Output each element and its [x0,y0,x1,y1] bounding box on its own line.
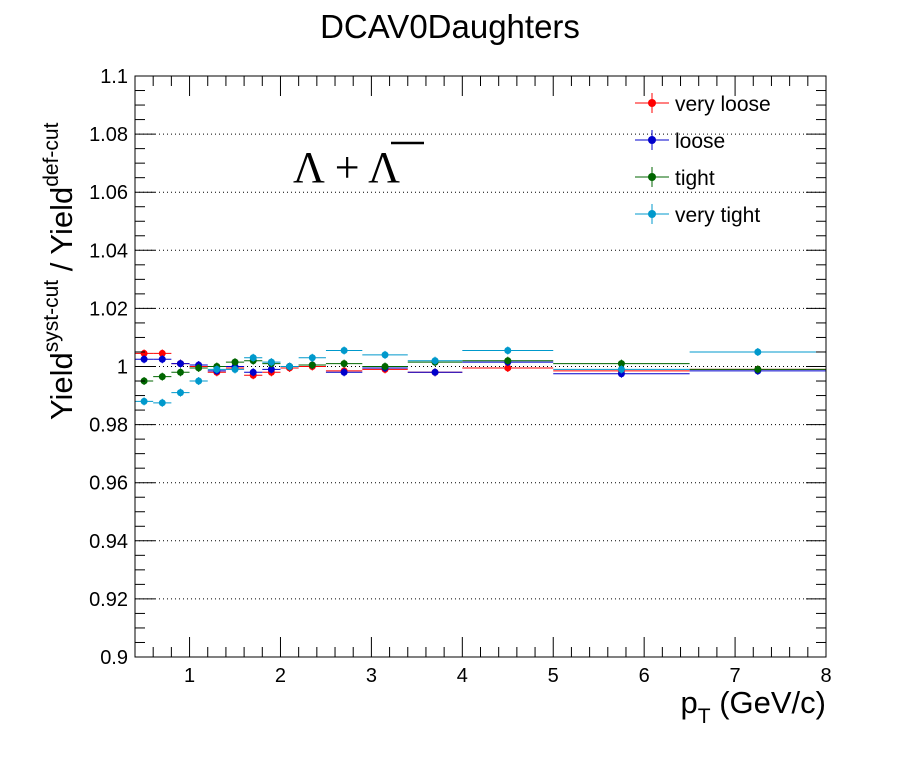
y-tick-label: 1.1 [100,66,128,88]
data-point [431,368,439,376]
chart-title: DCAV0Daughters [320,8,580,45]
data-point [381,351,389,359]
x-tick-label: 6 [639,665,650,687]
data-point [231,365,239,373]
y-tick-label: 0.96 [89,473,128,495]
y-tick-label: 0.92 [89,589,128,611]
data-point [617,360,625,368]
data-point [176,360,184,368]
legend-label: tight [675,167,715,190]
data-point [308,354,316,362]
data-point [140,397,148,405]
legend-entry: loose [635,130,725,153]
y-tick-label: 0.9 [100,647,128,669]
legend-marker [648,173,656,181]
data-point [340,360,348,368]
legend-entry: tight [635,167,715,190]
data-series [135,346,826,407]
y-tick-label: 1.08 [89,124,128,146]
data-point [340,368,348,376]
data-point [340,347,348,355]
legend-entry: very tight [635,204,760,227]
y-tick-label: 1.04 [89,240,128,262]
data-point [431,357,439,365]
data-point [213,365,221,373]
data-point [249,354,257,362]
data-point [195,377,203,385]
data-point [140,355,148,363]
data-point [754,348,762,356]
x-tick-label: 2 [275,665,286,687]
y-tick-label: 1.06 [89,182,128,204]
x-tick-label: 4 [457,665,468,687]
legend-label: very tight [675,204,760,227]
data-point [267,358,275,366]
data-point [158,373,166,381]
data-point [176,368,184,376]
legend-marker [648,210,656,218]
legend-label: loose [675,130,725,153]
legend: very loose loose tight very tight [635,93,771,227]
x-tick-label: 1 [184,665,195,687]
svg-text:Λ + Λ: Λ + Λ [293,143,400,192]
data-point [249,368,257,376]
data-point [158,349,166,357]
data-point [267,365,275,373]
data-point [754,365,762,373]
y-tick-label: 1.02 [89,298,128,320]
annotation-antilambda: Λ [368,143,400,192]
data-point [504,364,512,372]
annotation: Λ + Λ [293,141,424,192]
annotation-lambda: Λ + [293,143,368,192]
data-point [308,361,316,369]
x-tick-label: 5 [548,665,559,687]
data-point [231,358,239,366]
x-axis-title: pT (GeV/c) [681,685,826,728]
legend-marker [648,136,656,144]
legend-marker [648,99,656,107]
data-point [504,357,512,365]
legend-entry: very loose [635,93,771,116]
y-tick-label: 0.94 [89,531,128,553]
data-point [195,364,203,372]
data-point [504,347,512,355]
data-point [617,365,625,373]
y-tick-label: 1 [117,357,128,379]
y-axis-title: Yieldsyst-cut / Yielddef-cut [40,122,79,420]
axes: 0.9 0.92 0.94 0.96 0.98 1 1.02 1.04 1.06 1.08 1.1 1… [89,66,832,687]
series-very-tight [135,346,826,407]
y-tick-label: 0.98 [89,415,128,437]
legend-label: very loose [675,93,771,116]
x-tick-label: 7 [730,665,741,687]
data-point [176,389,184,397]
x-tick-label: 3 [366,665,377,687]
data-point [158,355,166,363]
x-tick-label: 8 [820,665,831,687]
data-point [286,363,294,370]
data-point [381,363,389,370]
data-point [158,399,166,407]
